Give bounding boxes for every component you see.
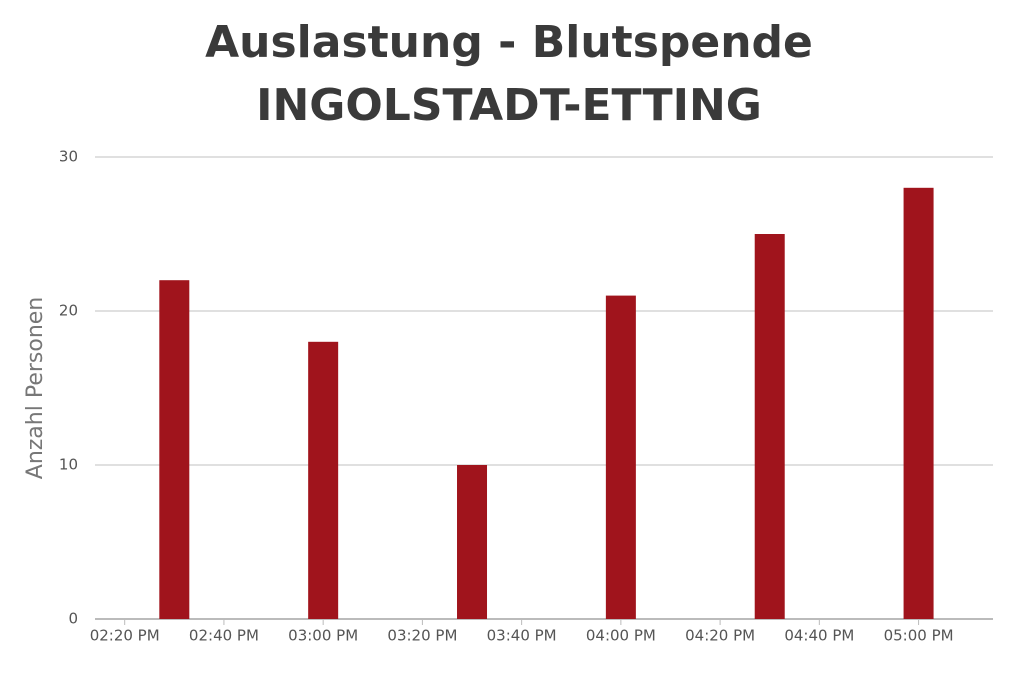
y-tick-label: 10 <box>59 456 78 474</box>
y-tick-label: 0 <box>68 610 78 628</box>
x-tick-label: 03:00 PM <box>288 627 358 645</box>
y-tick-label: 20 <box>59 302 78 320</box>
chart-title: INGOLSTADT-ETTING <box>256 80 762 131</box>
bar <box>159 280 190 619</box>
x-tick-label: 03:20 PM <box>387 627 457 645</box>
bar <box>308 341 339 619</box>
x-tick-label: 04:00 PM <box>586 627 656 645</box>
bar <box>754 234 785 619</box>
chart-title: Auslastung - Blutspende <box>205 17 813 68</box>
bar <box>457 465 488 619</box>
bar <box>903 187 934 620</box>
y-axis-title: Anzahl Personen <box>23 297 48 479</box>
x-tick-label: 02:40 PM <box>189 627 259 645</box>
x-tick-label: 04:20 PM <box>685 627 755 645</box>
y-tick-label: 30 <box>59 148 78 166</box>
bar <box>605 295 636 619</box>
x-tick-label: 04:40 PM <box>784 627 854 645</box>
x-tick-label: 03:40 PM <box>487 627 557 645</box>
x-tick-label: 05:00 PM <box>884 627 954 645</box>
x-tick-label: 02:20 PM <box>90 627 160 645</box>
